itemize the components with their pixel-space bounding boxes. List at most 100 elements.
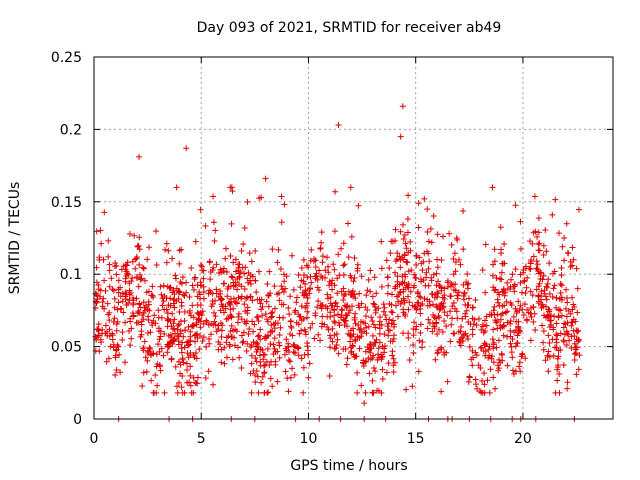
data-point	[150, 389, 157, 396]
data-point	[109, 330, 116, 337]
data-point	[254, 313, 261, 320]
data-point	[300, 256, 307, 263]
data-point	[145, 288, 152, 295]
data-point	[276, 354, 283, 361]
chart-title: Day 093 of 2021, SRMTID for receiver ab4…	[197, 20, 502, 36]
data-point	[413, 306, 420, 313]
data-point	[318, 229, 325, 236]
data-point	[519, 351, 526, 358]
data-point	[138, 321, 145, 328]
data-point	[146, 344, 153, 351]
data-point	[122, 278, 129, 285]
data-point	[564, 299, 571, 306]
data-point	[400, 221, 407, 228]
data-point	[331, 266, 338, 273]
data-point	[221, 280, 228, 287]
data-point	[174, 389, 181, 396]
data-point	[574, 309, 581, 316]
data-point	[322, 267, 329, 274]
data-point	[252, 248, 259, 255]
data-point	[162, 246, 169, 253]
data-point	[243, 348, 250, 355]
data-point	[186, 293, 193, 300]
data-point	[535, 241, 542, 248]
data-point	[158, 291, 165, 298]
data-point	[540, 242, 547, 249]
data-point	[304, 274, 311, 281]
data-point	[163, 259, 170, 266]
data-point	[532, 327, 539, 334]
data-point	[540, 327, 547, 334]
data-point	[385, 327, 392, 334]
data-point	[166, 285, 173, 292]
data-point	[176, 260, 183, 267]
data-point	[324, 291, 331, 298]
data-point	[421, 295, 428, 302]
data-point	[137, 271, 144, 278]
data-point	[181, 317, 188, 324]
data-point	[390, 362, 397, 369]
data-point	[178, 349, 185, 356]
data-point	[179, 274, 186, 281]
data-point	[414, 290, 421, 297]
data-point	[266, 362, 273, 369]
data-point	[105, 355, 112, 362]
data-point	[439, 328, 446, 335]
y-tick-labels: 0 0.05 0.1 0.15 0.2 0.25	[51, 50, 82, 428]
data-point	[240, 338, 247, 345]
data-point	[479, 267, 486, 274]
data-point	[535, 292, 542, 299]
data-point	[196, 291, 203, 298]
data-point	[341, 291, 348, 298]
data-point	[529, 292, 536, 299]
data-point	[355, 202, 362, 209]
data-point	[227, 301, 234, 308]
plot-frame	[93, 56, 614, 420]
data-point	[483, 313, 490, 320]
data-point	[116, 351, 123, 358]
data-point	[410, 342, 417, 349]
data-point	[571, 357, 578, 364]
data-point	[167, 338, 174, 345]
data-point	[229, 356, 236, 363]
data-point	[347, 344, 354, 351]
data-point	[400, 286, 407, 293]
data-point	[105, 237, 112, 244]
data-point	[266, 268, 273, 275]
data-point	[235, 313, 242, 320]
data-point	[335, 350, 342, 357]
data-point	[549, 211, 556, 218]
data-point	[228, 333, 235, 340]
data-point	[363, 313, 370, 320]
data-point	[334, 303, 341, 310]
data-point	[366, 344, 373, 351]
data-point	[513, 318, 520, 325]
data-point	[417, 310, 424, 317]
data-point	[216, 270, 223, 277]
data-point	[202, 222, 209, 229]
data-point	[418, 344, 425, 351]
data-point	[516, 363, 523, 370]
data-point	[444, 378, 451, 385]
data-point	[160, 298, 167, 305]
data-point	[230, 327, 237, 334]
data-point	[500, 322, 507, 329]
data-point	[333, 341, 340, 348]
data-point	[316, 267, 323, 274]
data-point	[390, 368, 397, 375]
data-point	[489, 184, 496, 191]
data-point	[265, 292, 272, 299]
data-point	[515, 298, 522, 305]
data-point	[158, 345, 165, 352]
data-point	[388, 308, 395, 315]
data-point	[391, 359, 398, 366]
data-point	[466, 374, 473, 381]
data-point	[317, 337, 324, 344]
data-point	[264, 281, 271, 288]
data-point	[470, 354, 477, 361]
data-point	[327, 335, 334, 342]
data-point	[299, 289, 306, 296]
data-point	[497, 224, 504, 231]
data-point	[338, 306, 345, 313]
data-point	[256, 195, 263, 202]
